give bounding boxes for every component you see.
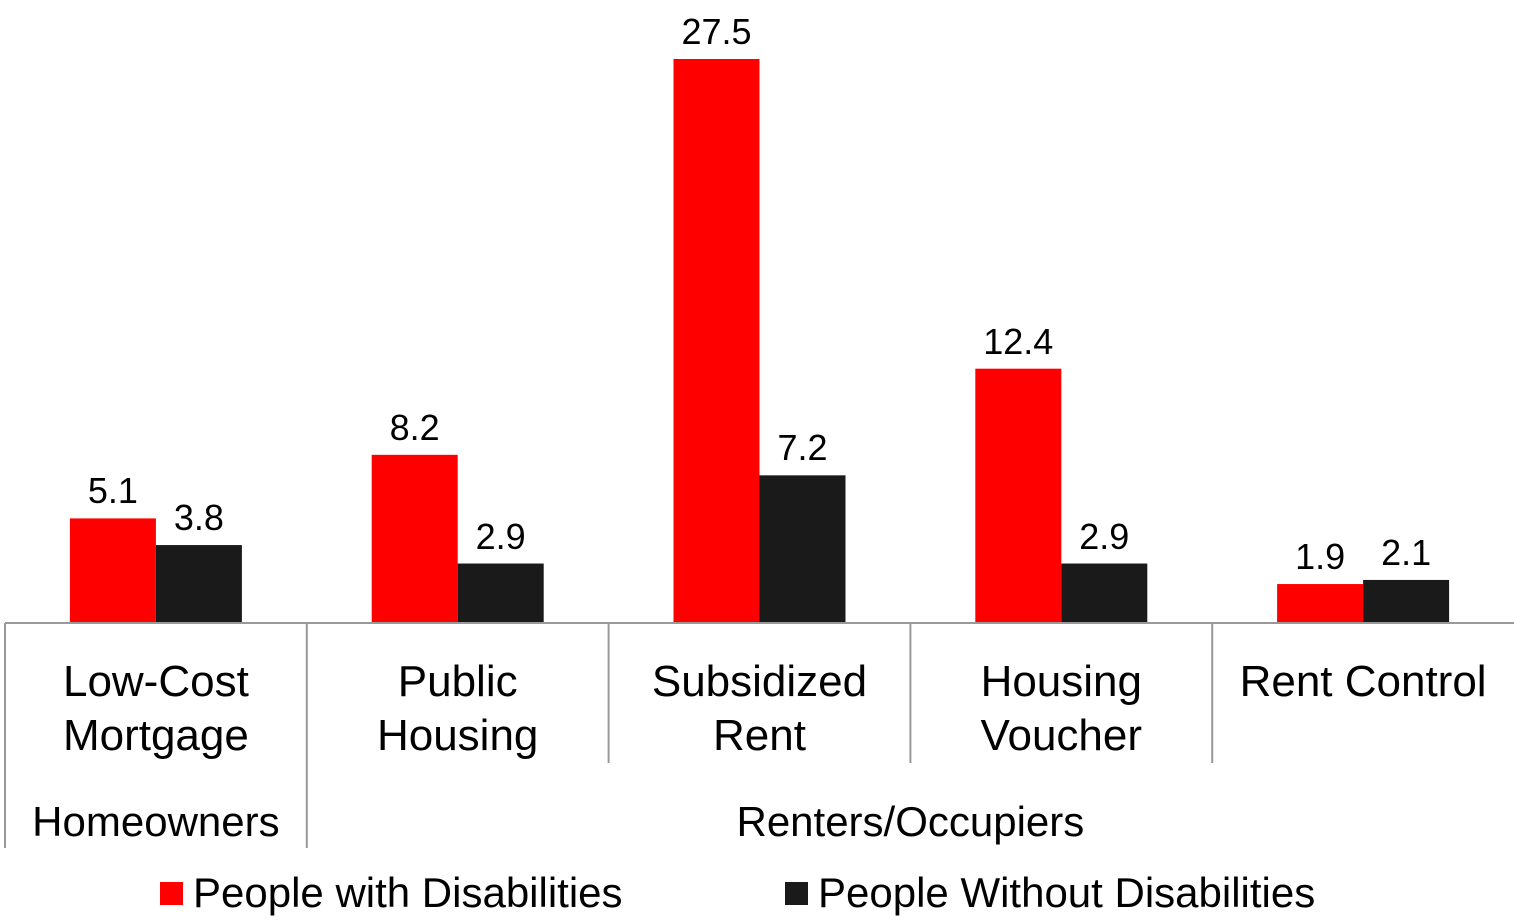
bar [69,518,156,623]
legend-swatch [160,882,183,905]
value-label: 27.5 [681,11,752,52]
legend-label: People Without Disabilities [818,869,1316,916]
bar [1061,563,1148,623]
value-label: 12.4 [983,320,1054,362]
value-label: 5.1 [87,470,138,512]
group-label: Renters/Occupiers [736,798,1085,845]
bar [155,545,242,623]
bar [975,368,1062,623]
value-label: 2.9 [475,515,526,557]
x-tick-label: Rent Control [1239,657,1487,706]
value-label: 2.1 [1381,531,1432,573]
legend-swatch [785,882,808,905]
bar [1363,579,1450,623]
x-tick-label: Housing Voucher [980,657,1143,760]
bar [673,59,760,623]
bar [457,563,544,623]
value-label: 8.2 [389,406,440,448]
bar [1277,584,1364,623]
value-label: 2.9 [1079,515,1130,557]
value-label: 7.2 [777,427,828,469]
x-tick-label: Low-Cost Mortgage [62,657,249,760]
bar [371,454,458,623]
value-label: 1.9 [1295,536,1346,578]
value-label: 3.8 [173,497,224,539]
legend-label: People with Disabilities [193,869,623,916]
group-label: Homeowners [32,798,280,845]
x-tick-label: Subsidized Rent [651,657,868,760]
bar [759,475,846,623]
x-tick-label: Public Housing [376,657,539,760]
